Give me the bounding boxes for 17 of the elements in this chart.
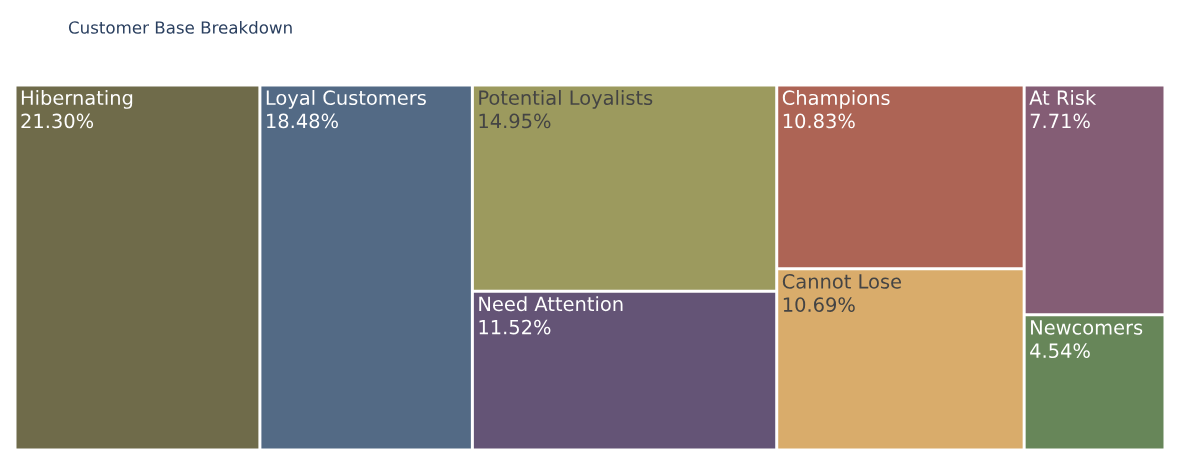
category-label: Loyal Customers <box>266 90 426 109</box>
data-label: 18.48% <box>267 113 338 129</box>
category-label: At Risk <box>1029 90 1097 106</box>
data-label: 7.71% <box>1030 113 1090 129</box>
category-label: Champions <box>782 90 890 109</box>
category-label: Cannot Lose <box>782 274 902 289</box>
data-label: 11.52% <box>479 319 551 335</box>
data-label: 21.30% <box>21 113 94 129</box>
text: Customer Base Breakdown <box>68 20 292 34</box>
category-label: Need Attention <box>479 296 623 312</box>
data-label: 14.95% <box>479 113 551 129</box>
category-label: Newcomers <box>1031 320 1143 335</box>
category-label: Potential Loyalists <box>479 90 653 109</box>
data-label: 10.69% <box>783 297 855 312</box>
data-label: 10.83% <box>783 113 855 129</box>
data-label: 4.54% <box>1030 343 1090 359</box>
category-label: Hibernating <box>21 90 133 109</box>
